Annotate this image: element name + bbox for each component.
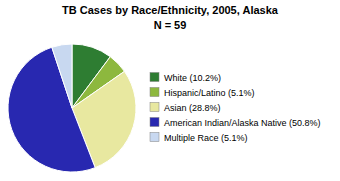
legend-label: White (10.2%): [164, 73, 221, 83]
legend-swatch: [150, 103, 159, 112]
legend-item: Multiple Race (5.1%): [150, 133, 248, 143]
pie: [8, 44, 136, 172]
legend-swatch: [150, 133, 159, 142]
title: TB Cases by Race/Ethnicity, 2005, Alaska: [62, 4, 279, 16]
legend-swatch: [150, 118, 159, 127]
chart-svg: TB Cases by Race/Ethnicity, 2005, Alaska…: [0, 0, 340, 181]
legend-item: American Indian/Alaska Native (50.8%): [150, 118, 321, 128]
subtitle: N = 59: [154, 19, 187, 31]
legend-swatch: [150, 88, 159, 97]
pie-slice: [52, 44, 72, 108]
legend-item: White (10.2%): [150, 73, 221, 83]
legend-item: Hispanic/Latino (5.1%): [150, 88, 255, 98]
pie-slice: [8, 47, 95, 172]
legend-swatch: [150, 73, 159, 82]
legend-label: Asian (28.8%): [164, 103, 221, 113]
chart-container: TB Cases by Race/Ethnicity, 2005, Alaska…: [0, 0, 340, 181]
legend-label: American Indian/Alaska Native (50.8%): [164, 118, 321, 128]
legend-item: Asian (28.8%): [150, 103, 221, 113]
legend: White (10.2%) Hispanic/Latino (5.1%) Asian…: [150, 73, 321, 143]
legend-label: Hispanic/Latino (5.1%): [164, 88, 255, 98]
legend-label: Multiple Race (5.1%): [164, 133, 248, 143]
